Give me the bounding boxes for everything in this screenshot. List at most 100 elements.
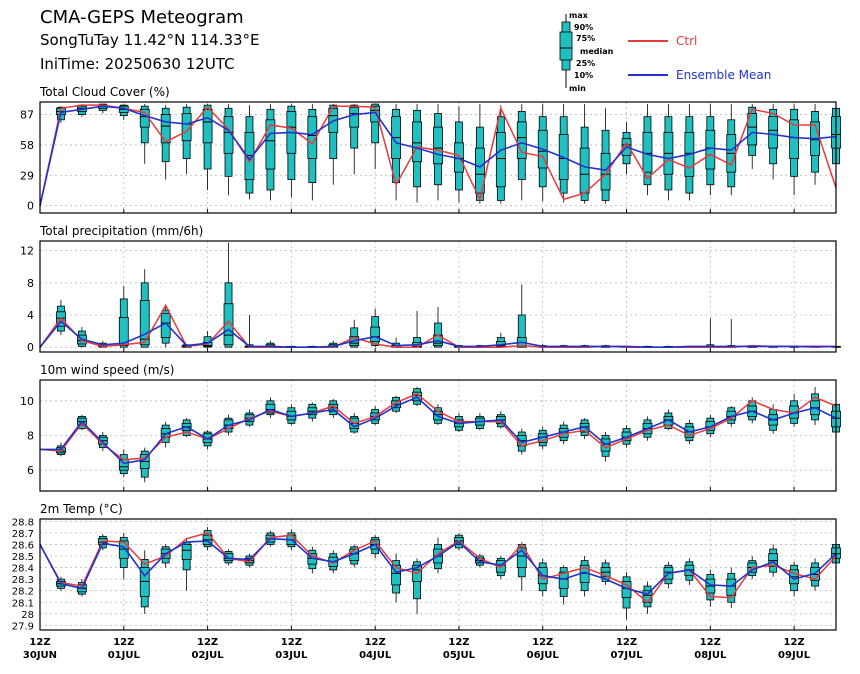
box-iqr: [516, 121, 527, 159]
y-tick-label: 8: [27, 430, 34, 443]
x-tick-date: 08JUL: [694, 650, 727, 661]
x-tick-hour: 12Z: [29, 637, 50, 648]
ensemble-mean-line: [40, 396, 837, 465]
box-iqr: [474, 147, 485, 194]
init-time-label: IniTime: 20250630 12UTC: [40, 55, 235, 73]
legend-box-inner: [559, 31, 573, 61]
box-iqr: [579, 147, 590, 194]
x-tick-hour: 12Z: [532, 637, 553, 648]
y-tick-label: 12: [20, 245, 34, 258]
x-tick-date: 07JUL: [610, 650, 643, 661]
x-tick-date: 30JUN: [23, 650, 57, 661]
x-tick-date: 05JUL: [443, 650, 476, 661]
box-iqr: [391, 564, 402, 586]
box-iqr: [265, 403, 276, 414]
x-tick-date: 03JUL: [275, 650, 308, 661]
x-tick-date: 06JUL: [527, 650, 560, 661]
panel-title: 2m Temp (°C): [40, 502, 123, 516]
y-tick-label: 28.7: [12, 529, 34, 540]
box-iqr: [118, 459, 129, 471]
box-iqr: [160, 114, 171, 144]
box-iqr: [139, 567, 150, 597]
panel-title: 10m wind speed (m/s): [40, 363, 174, 377]
x-tick-date: 09JUL: [778, 650, 811, 661]
y-tick-label: 10: [20, 395, 34, 408]
x-tick-hour: 12Z: [281, 637, 302, 648]
box-iqr: [139, 300, 150, 346]
ctrl-line: [39, 393, 837, 461]
box-iqr: [181, 544, 192, 560]
box-iqr: [307, 116, 318, 159]
y-tick-label: 28.6: [12, 540, 34, 551]
panel-title: Total precipitation (mm/6h): [39, 224, 203, 238]
y-tick-label: 29: [20, 169, 34, 182]
meteogram-title: CMA-GEPS Meteogram: [40, 7, 244, 28]
legend-box-label: 90%: [574, 23, 593, 32]
panel-frame: [39, 101, 837, 214]
ctrl-line: [39, 104, 837, 206]
box-iqr: [202, 108, 213, 144]
legend-box-label: median: [580, 47, 614, 56]
box-iqr: [747, 113, 758, 146]
y-tick-label: 6: [27, 464, 34, 477]
x-tick-date: 04JUL: [359, 650, 392, 661]
box-iqr: [768, 116, 779, 149]
ctrl-line: [39, 303, 837, 348]
y-tick-label: 8: [27, 277, 34, 290]
box-iqr: [789, 119, 800, 159]
y-tick-label: 4: [27, 309, 34, 322]
box-iqr: [558, 571, 569, 589]
box-iqr: [118, 317, 129, 346]
x-tick-hour: 12Z: [365, 637, 386, 648]
legend-ctrl-label: Ctrl: [676, 34, 697, 48]
box-iqr: [265, 119, 276, 170]
legend-mean-label: Ensemble Mean: [676, 68, 771, 82]
box-iqr: [768, 553, 779, 567]
ensemble-mean-line: [39, 320, 836, 349]
ensemble-mean-line: [39, 105, 837, 206]
y-tick-label: 28.2: [12, 587, 34, 598]
box-iqr: [349, 106, 360, 128]
box-iqr: [726, 578, 737, 596]
box-iqr: [370, 326, 381, 342]
box-iqr: [516, 547, 527, 568]
x-tick-hour: 12Z: [113, 637, 134, 648]
x-tick-hour: 12Z: [197, 637, 218, 648]
x-tick-hour: 12Z: [700, 637, 721, 648]
box-iqr: [642, 131, 653, 173]
y-tick-label: 28: [21, 610, 34, 621]
y-tick-label: 27.9: [12, 621, 34, 632]
x-tick-hour: 12Z: [784, 637, 805, 648]
x-tick-date: 02JUL: [192, 650, 225, 661]
box-p10-p90: [371, 103, 380, 144]
y-tick-label: 28.4: [12, 564, 34, 575]
x-tick-hour: 12Z: [616, 637, 637, 648]
y-tick-label: 58: [20, 139, 34, 152]
box-iqr: [433, 126, 443, 165]
legend-box-label: 25%: [576, 59, 595, 68]
y-tick-label: 0: [27, 200, 34, 213]
box-iqr: [370, 105, 381, 123]
box-iqr: [600, 152, 611, 191]
legend-box-label: min: [569, 84, 586, 93]
panel-frame: [39, 240, 837, 353]
legend-box-label: max: [569, 11, 589, 20]
y-tick-label: 28.8: [12, 517, 34, 528]
box-p10-p90: [203, 336, 212, 348]
x-tick-hour: 12Z: [448, 637, 469, 648]
legend-box-label: 75%: [576, 34, 595, 43]
y-tick-label: 87: [20, 109, 34, 122]
y-tick-label: 28.1: [12, 598, 34, 609]
box-iqr: [495, 131, 506, 188]
box-iqr: [223, 303, 234, 346]
ensemble-mean-line: [39, 537, 837, 596]
y-tick-label: 28.3: [12, 575, 34, 586]
panel-frame: [39, 518, 837, 631]
y-tick-label: 0: [27, 341, 34, 354]
box-iqr: [412, 121, 422, 163]
x-tick-date: 01JUL: [108, 650, 141, 661]
box-iqr: [118, 540, 129, 559]
panel-frame: [39, 379, 837, 492]
panel-title: Total Cloud Cover (%): [39, 85, 170, 99]
